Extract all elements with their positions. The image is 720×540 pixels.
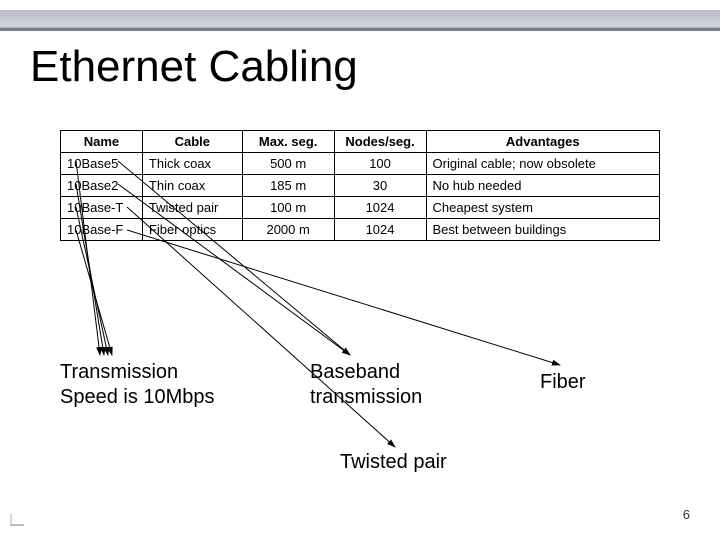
col-header-maxseg: Max. seg. (242, 131, 334, 153)
annotation-arrow (127, 207, 395, 447)
annotation-text: Baseband (310, 361, 400, 383)
slide-root: Ethernet Cabling Name Cable Max. seg. No… (0, 0, 720, 540)
cell-nodes: 1024 (334, 197, 426, 219)
cell-maxseg: 185 m (242, 175, 334, 197)
cell-nodes: 100 (334, 153, 426, 175)
annotation-text: transmission (310, 386, 422, 408)
cell-maxseg: 2000 m (242, 219, 334, 241)
ethernet-table-container: Name Cable Max. seg. Nodes/seg. Advantag… (60, 130, 660, 241)
cell-name: 10Base2 (61, 175, 143, 197)
annotation-text: Twisted pair (340, 451, 447, 473)
annotation-text: Fiber (540, 371, 586, 393)
col-header-name: Name (61, 131, 143, 153)
annotation-text: Transmission (60, 361, 178, 383)
cell-cable: Twisted pair (142, 197, 242, 219)
cell-cable: Thin coax (142, 175, 242, 197)
col-header-advantages: Advantages (426, 131, 659, 153)
cell-maxseg: 500 m (242, 153, 334, 175)
annotation-fiber: Fiber (540, 370, 640, 395)
cell-advantages: Best between buildings (426, 219, 659, 241)
annotation-arrow (127, 230, 560, 365)
col-header-nodes: Nodes/seg. (334, 131, 426, 153)
cell-name: 10Base-F (61, 219, 143, 241)
cell-cable: Thick coax (142, 153, 242, 175)
cell-advantages: Cheapest system (426, 197, 659, 219)
annotation-twisted-pair: Twisted pair (340, 450, 520, 475)
cell-nodes: 1024 (334, 219, 426, 241)
table-row: 10Base2 Thin coax 185 m 30 No hub needed (61, 175, 660, 197)
corner-mark-icon (10, 512, 26, 526)
header-band (0, 10, 720, 32)
header-band-gradient (0, 10, 720, 28)
cell-cable: Fiber optics (142, 219, 242, 241)
cell-name: 10Base5 (61, 153, 143, 175)
table-row: 10Base-T Twisted pair 100 m 1024 Cheapes… (61, 197, 660, 219)
table-row: 10Base5 Thick coax 500 m 100 Original ca… (61, 153, 660, 175)
cell-name: 10Base-T (61, 197, 143, 219)
cell-maxseg: 100 m (242, 197, 334, 219)
table-row: 10Base-F Fiber optics 2000 m 1024 Best b… (61, 219, 660, 241)
page-title: Ethernet Cabling (30, 42, 358, 92)
annotation-transmission-speed: Transmission Speed is 10Mbps (60, 360, 260, 410)
cell-advantages: No hub needed (426, 175, 659, 197)
page-number: 6 (683, 507, 690, 522)
table-header-row: Name Cable Max. seg. Nodes/seg. Advantag… (61, 131, 660, 153)
ethernet-table: Name Cable Max. seg. Nodes/seg. Advantag… (60, 130, 660, 241)
annotation-arrow (76, 230, 112, 355)
col-header-cable: Cable (142, 131, 242, 153)
cell-nodes: 30 (334, 175, 426, 197)
cell-advantages: Original cable; now obsolete (426, 153, 659, 175)
header-band-line (0, 28, 720, 31)
annotation-text: Speed is 10Mbps (60, 386, 215, 408)
annotation-baseband: Baseband transmission (310, 360, 480, 410)
